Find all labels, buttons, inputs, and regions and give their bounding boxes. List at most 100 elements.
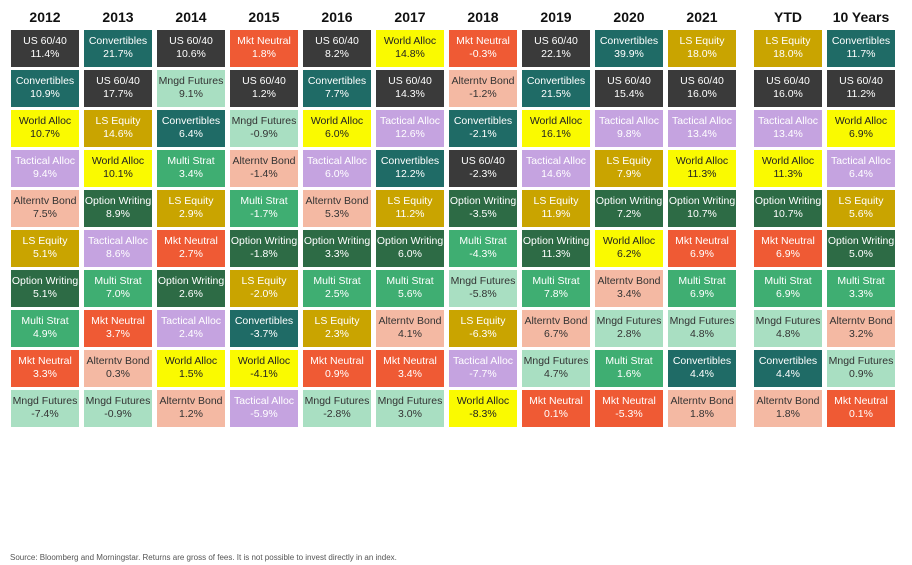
strategy-name: Tactical Alloc [452,355,514,367]
strategy-cell: Option Writing 11.3% [522,230,590,267]
strategy-name: Mkt Neutral [456,35,510,47]
return-value: 6.0% [325,128,349,140]
strategy-cell: LS Equity 2.3% [303,310,371,347]
column-header: 2012 [29,9,61,25]
column-header: 10 Years [832,9,890,25]
strategy-cell: Convertibles 21.7% [84,30,152,67]
strategy-name: Mngd Futures [231,115,297,127]
return-value: 16.0% [773,88,803,100]
strategy-name: Alterntv Bond [232,155,296,167]
strategy-cell: Tactical Alloc 13.4% [754,110,822,147]
strategy-name: Tactical Alloc [379,115,441,127]
return-value: -2.0% [250,288,278,300]
column-header: 2013 [102,9,134,25]
return-value: 13.4% [773,128,803,140]
strategy-cell: Mkt Neutral 3.3% [11,350,79,387]
return-value: -8.3% [469,408,497,420]
strategy-name: Mngd Futures [828,355,894,367]
strategy-name: LS Equity [95,115,141,127]
strategy-cell: Tactical Alloc 13.4% [668,110,736,147]
strategy-name: Multi Strat [240,195,288,207]
return-value: 22.1% [541,48,571,60]
return-value: 11.2% [395,208,425,220]
return-value: 1.5% [179,368,203,380]
strategy-name: Mkt Neutral [529,395,583,407]
return-value: 11.4% [30,48,60,60]
strategy-cell: Multi Strat 2.5% [303,270,371,307]
strategy-name: Tactical Alloc [598,115,660,127]
return-value: -1.4% [250,168,278,180]
strategy-cell: Mkt Neutral 6.9% [668,230,736,267]
return-value: 16.0% [687,88,717,100]
strategy-name: World Alloc [761,155,815,167]
strategy-cell: World Alloc 1.5% [157,350,225,387]
strategy-cell: US 60/40 11.4% [11,30,79,67]
strategy-name: Multi Strat [764,275,812,287]
return-value: 9.4% [33,168,57,180]
return-value: 6.7% [544,328,568,340]
return-value: 8.6% [106,248,130,260]
strategy-cell: Multi Strat 3.4% [157,150,225,187]
strategy-name: Option Writing [827,235,895,247]
column-header: 2014 [175,9,207,25]
strategy-name: Tactical Alloc [671,115,733,127]
strategy-name: US 60/40 [388,75,432,87]
strategy-name: LS Equity [460,315,506,327]
return-value: -0.9% [250,128,278,140]
strategy-name: Option Writing [157,275,225,287]
strategy-name: US 60/40 [96,75,140,87]
strategy-name: US 60/40 [242,75,286,87]
strategy-cell: LS Equity -6.3% [449,310,517,347]
strategy-cell: LS Equity 5.1% [11,230,79,267]
column-header: 2021 [686,9,718,25]
strategy-name: Multi Strat [605,355,653,367]
strategy-cell: Option Writing 10.7% [668,190,736,227]
return-value: 2.3% [325,328,349,340]
return-value: 3.3% [33,368,57,380]
strategy-cell: Tactical Alloc 12.6% [376,110,444,147]
strategy-cell: US 60/40 14.3% [376,70,444,107]
strategy-cell: LS Equity 11.2% [376,190,444,227]
strategy-name: Mkt Neutral [91,315,145,327]
strategy-cell: Alterntv Bond 6.7% [522,310,590,347]
strategy-cell: Convertibles 12.2% [376,150,444,187]
return-value: 11.3% [773,168,803,180]
strategy-name: Convertibles [88,35,148,47]
strategy-cell: US 60/40 17.7% [84,70,152,107]
strategy-cell: Convertibles 21.5% [522,70,590,107]
strategy-name: Tactical Alloc [757,115,819,127]
strategy-cell: Mkt Neutral -5.3% [595,390,663,427]
strategy-name: Convertibles [758,355,818,367]
return-value: 5.1% [33,288,57,300]
strategy-name: Convertibles [161,115,221,127]
return-value: 2.5% [325,288,349,300]
strategy-name: World Alloc [164,355,218,367]
return-value: 10.7% [773,208,803,220]
strategy-cell: World Alloc 6.9% [827,110,895,147]
return-value: -5.3% [615,408,643,420]
strategy-name: Mkt Neutral [164,235,218,247]
return-value: 5.3% [325,208,349,220]
strategy-cell: Mngd Futures 3.0% [376,390,444,427]
return-value: 6.2% [617,248,641,260]
return-value: 39.9% [614,48,644,60]
return-value: 4.4% [776,368,800,380]
return-value: 7.0% [106,288,130,300]
strategy-cell: Alterntv Bond 3.2% [827,310,895,347]
strategy-cell: US 60/40 -2.3% [449,150,517,187]
strategy-cell: Tactical Alloc 9.8% [595,110,663,147]
strategy-name: Option Writing [754,195,822,207]
return-value: 21.5% [541,88,571,100]
return-value: 13.4% [687,128,717,140]
strategy-name: Option Writing [84,195,152,207]
return-value: 3.4% [617,288,641,300]
strategy-cell: Convertibles -3.7% [230,310,298,347]
return-value: 11.3% [687,168,717,180]
return-value: 1.2% [179,408,203,420]
return-value: -1.8% [250,248,278,260]
strategy-name: Tactical Alloc [306,155,368,167]
strategy-cell: Mngd Futures -5.8% [449,270,517,307]
strategy-name: Multi Strat [837,275,885,287]
return-value: 7.2% [617,208,641,220]
return-value: 14.6% [541,168,571,180]
